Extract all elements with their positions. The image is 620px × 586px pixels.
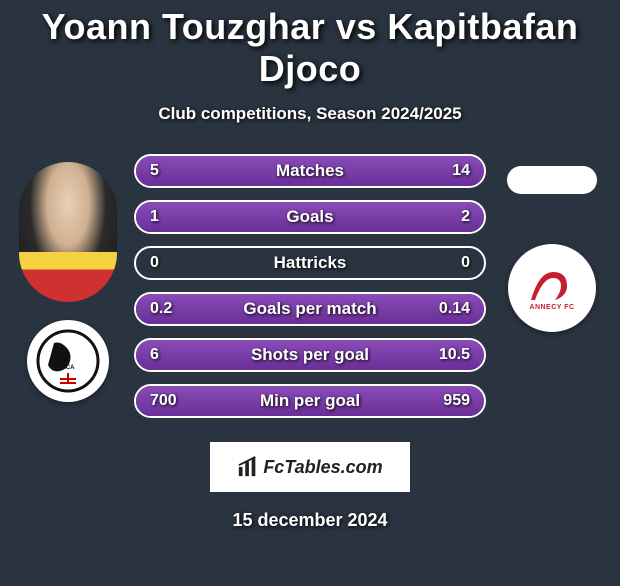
stat-row: 700Min per goal959 [134, 384, 486, 418]
stat-value-right: 14 [452, 162, 470, 180]
ac-ajaccio-crest-icon: ACA [36, 329, 100, 393]
stat-value-right: 2 [461, 208, 470, 226]
page-subtitle: Club competitions, Season 2024/2025 [0, 104, 620, 124]
stat-value-right: 0.14 [439, 300, 470, 318]
brand-text: FcTables.com [263, 457, 382, 478]
stat-value-right: 10.5 [439, 346, 470, 364]
stat-label: Goals [136, 207, 484, 227]
svg-text:ACA: ACA [62, 365, 76, 371]
stat-row: 6Shots per goal10.5 [134, 338, 486, 372]
stat-label: Matches [136, 161, 484, 181]
stat-row: 0.2Goals per match0.14 [134, 292, 486, 326]
player-photo-left [19, 162, 117, 302]
player-photo-right-placeholder [507, 166, 597, 194]
club-badge-right-label: ANNECY FC [529, 304, 574, 311]
stats-column: 5Matches14 1Goals2 0Hattricks0 0.2Goals per… [128, 154, 492, 430]
bar-chart-icon [237, 456, 259, 478]
stat-row: 5Matches14 [134, 154, 486, 188]
stat-label: Goals per match [136, 299, 484, 319]
stat-label: Min per goal [136, 391, 484, 411]
brand-watermark: FcTables.com [210, 442, 410, 492]
stat-label: Hattricks [136, 253, 484, 273]
club-badge-left: ACA [27, 320, 109, 402]
stat-row: 1Goals2 [134, 200, 486, 234]
stat-value-right: 959 [443, 392, 470, 410]
comparison-panel: ACA 5Matches14 1Goals2 0Hattricks0 0.2Goals… [0, 154, 620, 430]
stat-row: 0Hattricks0 [134, 246, 486, 280]
annecy-crest-icon [527, 266, 577, 304]
stat-value-right: 0 [461, 254, 470, 272]
right-player-column: ANNECY FC [492, 154, 612, 430]
date-text: 15 december 2024 [0, 510, 620, 531]
page-title: Yoann Touzghar vs Kapitbafan Djoco [0, 6, 620, 90]
club-badge-right: ANNECY FC [508, 244, 596, 332]
left-player-column: ACA [8, 154, 128, 430]
stat-label: Shots per goal [136, 345, 484, 365]
